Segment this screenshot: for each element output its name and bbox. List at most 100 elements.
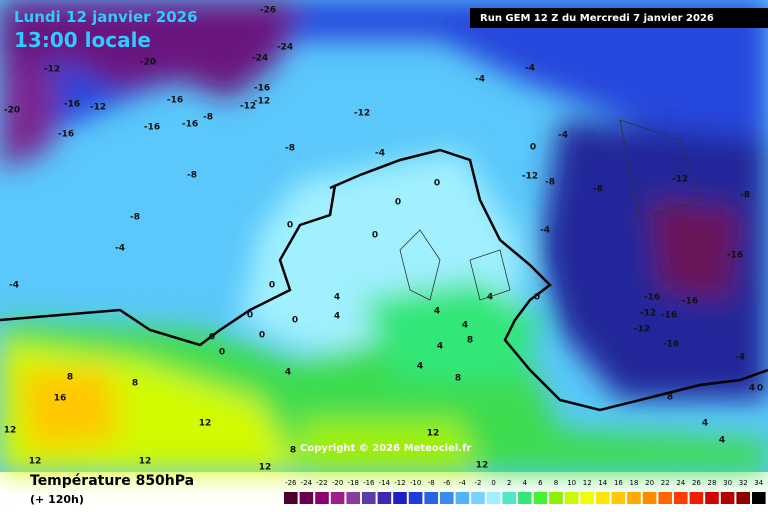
scale-label: 18 — [630, 479, 639, 487]
contour-label: -16 — [682, 297, 698, 307]
contour-label: -16 — [661, 311, 677, 321]
contour-label: 0 — [534, 293, 540, 303]
contour-label: -16 — [254, 84, 270, 94]
contour-label: -12 — [44, 65, 60, 75]
contour-label: 0 — [530, 143, 536, 153]
scale-swatch — [330, 492, 345, 504]
scale-label: 24 — [676, 479, 685, 487]
scale-swatch — [580, 492, 594, 504]
map-time: 13:00 locale — [14, 28, 151, 52]
contour-label: 4 — [719, 436, 725, 446]
contour-label: 4 — [417, 362, 423, 372]
contour-label: -20 — [4, 106, 20, 116]
scale-label: -8 — [428, 479, 435, 487]
contour-label: 4 — [434, 307, 440, 317]
scale-swatch — [377, 492, 392, 504]
contour-label: 4 — [462, 321, 468, 331]
scale-label: 8 — [554, 479, 558, 487]
scale-swatch — [674, 492, 688, 504]
contour-label: -16 — [644, 293, 660, 303]
contour-label: -4 — [558, 131, 568, 141]
contour-label: -16 — [167, 96, 183, 106]
scale-swatch — [455, 492, 470, 504]
contour-label: 8 — [67, 373, 73, 383]
contour-label: -16 — [182, 120, 198, 130]
scale-label: -22 — [316, 479, 327, 487]
scale-swatch — [596, 492, 610, 504]
scale-label: -4 — [459, 479, 467, 487]
contour-label: -12 — [672, 175, 688, 185]
scale-swatch — [362, 492, 376, 504]
contour-label: 4 — [702, 419, 708, 429]
contour-label: -16 — [64, 100, 80, 110]
scale-swatch — [486, 492, 501, 504]
contour-label: -16 — [58, 130, 74, 140]
scale-swatch — [518, 492, 532, 504]
contour-label: -4 — [475, 75, 485, 85]
scale-label: 14 — [598, 479, 607, 487]
scale-label: 12 — [583, 479, 592, 487]
contour-label: -24 — [252, 54, 268, 64]
contour-label: 0 — [269, 281, 275, 291]
contour-label: -8 — [545, 178, 555, 188]
contour-label: 0 — [292, 316, 298, 326]
map-date: Lundi 12 janvier 2026 — [14, 8, 198, 26]
scale-swatch — [720, 492, 735, 504]
map-field — [0, 0, 768, 472]
contour-label: -16 — [727, 251, 743, 261]
scale-swatch — [440, 492, 454, 504]
contour-label: 4 — [749, 384, 755, 394]
contour-labels: -26-24-20 -24-16-12-12-16 -12-16-12-16 -16-… — [4, 6, 763, 473]
scale-label: -6 — [443, 479, 451, 487]
scale-label: -10 — [410, 479, 421, 487]
contour-label: 12 — [476, 461, 489, 471]
contour-label: -12 — [90, 103, 106, 113]
contour-label: 0 — [247, 311, 253, 321]
contour-label: 4 — [437, 342, 443, 352]
scale-label: 20 — [645, 479, 654, 487]
contour-label: 0 — [395, 198, 401, 208]
contour-label: -8 — [285, 144, 295, 154]
scale-label: -12 — [394, 479, 405, 487]
scale-label: -26 — [285, 479, 297, 487]
contour-label: 8 — [290, 446, 296, 456]
contour-label: 12 — [427, 429, 440, 439]
scale-label: 16 — [614, 479, 623, 487]
scale-swatch — [284, 492, 298, 504]
run-banner — [470, 8, 768, 28]
contour-label: 12 — [139, 457, 152, 467]
scale-swatch — [315, 492, 329, 504]
scale-label: 34 — [754, 479, 763, 487]
contour-label: -16 — [663, 340, 679, 350]
scale-swatch — [393, 492, 407, 504]
scale-swatch — [346, 492, 360, 504]
scale-label: 30 — [723, 479, 732, 487]
contour-label: -12 — [254, 97, 270, 107]
contour-label: -8 — [130, 213, 140, 223]
scale-label: -14 — [379, 479, 391, 487]
scale-label: 4 — [523, 479, 528, 487]
scale-label: -18 — [347, 479, 358, 487]
scale-label: -24 — [301, 479, 313, 487]
contour-label: 12 — [4, 426, 17, 436]
scale-swatch — [642, 492, 657, 504]
contour-label: -12 — [354, 109, 370, 119]
scale-swatch — [752, 492, 766, 504]
scale-swatch — [299, 492, 314, 504]
scale-swatch — [533, 492, 548, 504]
contour-label: -26 — [260, 6, 276, 16]
scale-swatch — [705, 492, 719, 504]
contour-label: 0 — [372, 231, 378, 241]
scale-swatch — [471, 492, 485, 504]
contour-label: -12 — [640, 309, 656, 319]
contour-label: 0 — [757, 384, 763, 394]
scale-label: -2 — [475, 479, 482, 487]
scale-swatch — [627, 492, 641, 504]
contour-label: 8 — [132, 379, 138, 389]
contour-label: 12 — [29, 457, 42, 467]
contour-label: -20 — [140, 58, 156, 68]
contour-label: 12 — [259, 463, 272, 473]
contour-label: 8 — [467, 336, 473, 346]
scale-label: 26 — [692, 479, 701, 487]
scale-label: 0 — [491, 479, 495, 487]
